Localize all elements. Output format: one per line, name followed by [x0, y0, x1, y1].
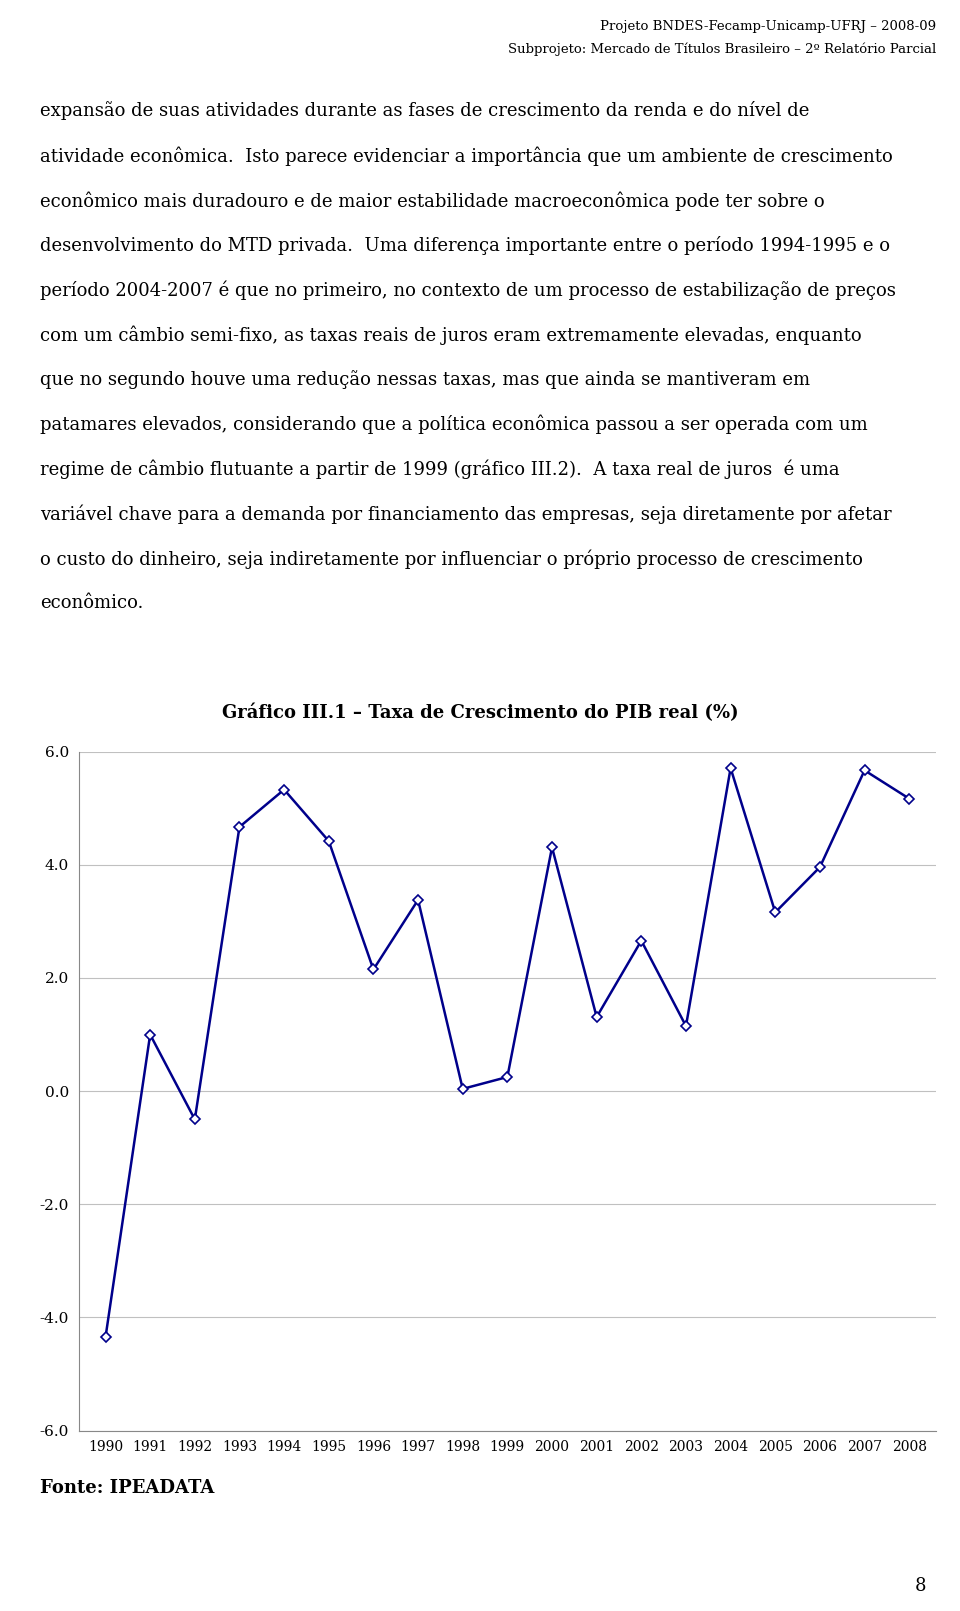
- Text: o custo do dinheiro, seja indiretamente por influenciar o próprio processo de cr: o custo do dinheiro, seja indiretamente …: [40, 549, 863, 569]
- Text: que no segundo houve uma redução nessas taxas, mas que ainda se mantiveram em: que no segundo houve uma redução nessas …: [40, 371, 810, 390]
- Text: com um câmbio semi-fixo, as taxas reais de juros eram extremamente elevadas, enq: com um câmbio semi-fixo, as taxas reais …: [40, 325, 862, 345]
- Text: Projeto BNDES-Fecamp-Unicamp-UFRJ – 2008-09: Projeto BNDES-Fecamp-Unicamp-UFRJ – 2008…: [600, 19, 936, 34]
- Text: Fonte: IPEADATA: Fonte: IPEADATA: [40, 1479, 215, 1497]
- Text: expansão de suas atividades durante as fases de crescimento da renda e do nível : expansão de suas atividades durante as f…: [40, 101, 809, 121]
- Text: patamares elevados, considerando que a política econômica passou a ser operada c: patamares elevados, considerando que a p…: [40, 416, 868, 435]
- Text: 8: 8: [915, 1577, 926, 1595]
- Text: variável chave para a demanda por financiamento das empresas, seja diretamente p: variável chave para a demanda por financ…: [40, 504, 892, 524]
- Text: atividade econômica.  Isto parece evidenciar a importância que um ambiente de cr: atividade econômica. Isto parece evidenc…: [40, 147, 893, 166]
- Text: econômico.: econômico.: [40, 594, 144, 612]
- Text: econômico mais duradouro e de maior estabilidade macroeconômica pode ter sobre o: econômico mais duradouro e de maior esta…: [40, 192, 825, 211]
- Text: Gráfico III.1 – Taxa de Crescimento do PIB real (%): Gráfico III.1 – Taxa de Crescimento do P…: [222, 704, 738, 722]
- Text: período 2004-2007 é que no primeiro, no contexto de um processo de estabilização: período 2004-2007 é que no primeiro, no …: [40, 280, 897, 300]
- Text: Subprojeto: Mercado de Títulos Brasileiro – 2º Relatório Parcial: Subprojeto: Mercado de Títulos Brasileir…: [508, 42, 936, 56]
- Text: regime de câmbio flutuante a partir de 1999 (gráfico III.2).  A taxa real de jur: regime de câmbio flutuante a partir de 1…: [40, 459, 840, 480]
- Text: desenvolvimento do MTD privada.  Uma diferença importante entre o período 1994-1: desenvolvimento do MTD privada. Uma dife…: [40, 235, 890, 255]
